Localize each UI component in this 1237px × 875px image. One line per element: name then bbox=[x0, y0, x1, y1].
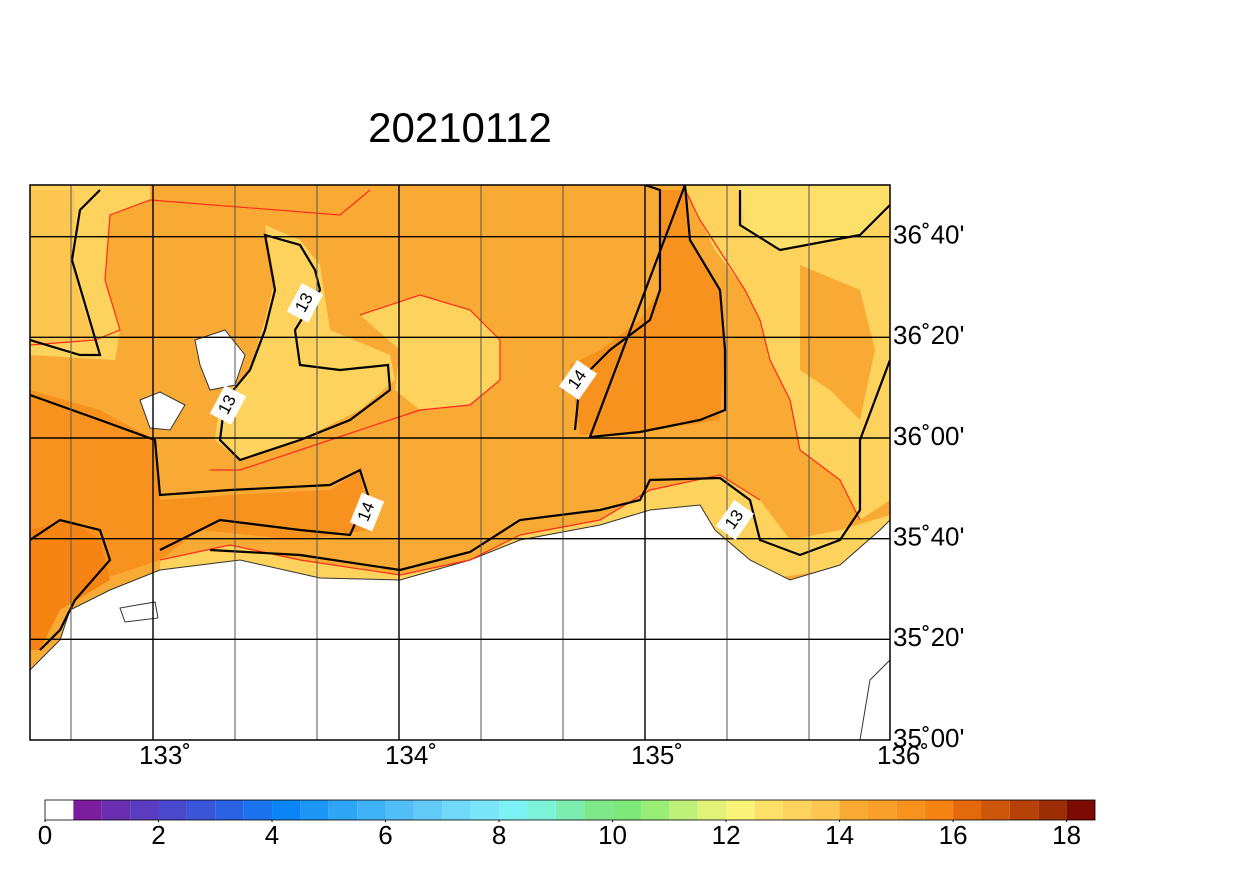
title: 20210112 bbox=[368, 104, 552, 151]
color-box bbox=[953, 800, 982, 820]
color-box bbox=[896, 800, 925, 820]
colorbar: 0 2 4 6 8 10 12 14 16 18 bbox=[38, 799, 1096, 850]
lon-label: 136˚ bbox=[877, 740, 929, 770]
colorbar-tick-label: 10 bbox=[598, 820, 627, 850]
lat-label: 36˚20' bbox=[893, 320, 964, 350]
color-box bbox=[527, 800, 556, 820]
color-box bbox=[811, 800, 840, 820]
colorbar-tick-label: 16 bbox=[939, 820, 968, 850]
colorbar-tick-label: 14 bbox=[825, 820, 854, 850]
color-box bbox=[1066, 800, 1095, 820]
lon-label: 133˚ bbox=[139, 740, 191, 770]
color-box bbox=[45, 800, 74, 820]
colorbar-tick-label: 12 bbox=[712, 820, 741, 850]
color-box bbox=[726, 800, 755, 820]
color-box bbox=[272, 800, 301, 820]
lat-label: 35˚20' bbox=[893, 622, 964, 652]
lon-label: 135˚ bbox=[631, 740, 683, 770]
color-box bbox=[924, 800, 954, 820]
color-box bbox=[101, 800, 131, 820]
colorbar-tick-label: 8 bbox=[492, 820, 506, 850]
color-box bbox=[839, 800, 868, 820]
color-box bbox=[470, 800, 500, 820]
map-field: 13 13 14 14 13 bbox=[30, 185, 890, 740]
color-box bbox=[640, 800, 670, 820]
color-box bbox=[697, 800, 727, 820]
color-box bbox=[442, 800, 471, 820]
color-box bbox=[981, 800, 1010, 820]
colorbar-tick-label: 18 bbox=[1052, 820, 1081, 850]
color-box bbox=[612, 800, 641, 820]
color-box bbox=[186, 800, 216, 820]
color-box bbox=[243, 800, 273, 820]
color-box bbox=[782, 800, 812, 820]
colorbar-tick-label: 6 bbox=[378, 820, 392, 850]
color-box bbox=[1038, 800, 1067, 820]
color-box bbox=[73, 800, 102, 820]
color-box bbox=[754, 800, 783, 820]
lat-label: 36˚00' bbox=[893, 421, 964, 451]
color-box bbox=[215, 800, 244, 820]
color-box bbox=[413, 800, 443, 820]
colorbar-frame bbox=[44, 799, 1096, 821]
colorbar-tick-label: 0 bbox=[38, 820, 52, 850]
colorbar-tick-label: 4 bbox=[265, 820, 279, 850]
color-box bbox=[1009, 800, 1039, 820]
lon-label: 134˚ bbox=[385, 740, 437, 770]
color-box bbox=[669, 800, 698, 820]
color-box bbox=[328, 800, 358, 820]
color-box bbox=[499, 800, 528, 820]
color-box bbox=[555, 800, 585, 820]
color-box bbox=[158, 800, 187, 820]
map-frame bbox=[29, 184, 891, 741]
color-box bbox=[130, 800, 159, 820]
lat-label: 35˚40' bbox=[893, 522, 964, 552]
color-box bbox=[300, 800, 329, 820]
color-box bbox=[357, 800, 386, 820]
color-box bbox=[584, 800, 613, 820]
color-box bbox=[385, 800, 414, 820]
colorbar-tick-label: 2 bbox=[151, 820, 165, 850]
lat-label: 35˚00' bbox=[893, 723, 964, 753]
color-box bbox=[867, 800, 897, 820]
lat-label: 36˚40' bbox=[893, 220, 964, 250]
